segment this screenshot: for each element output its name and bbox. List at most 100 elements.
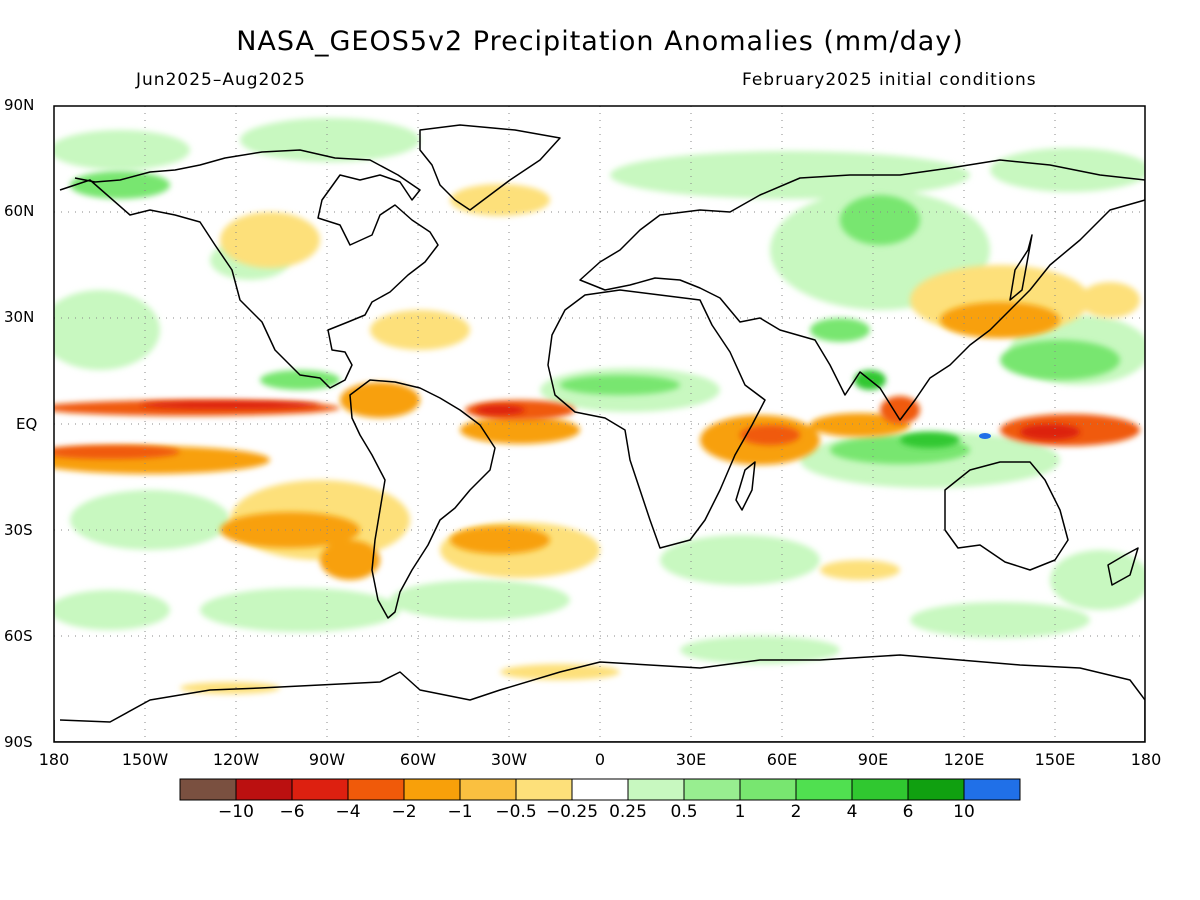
- dry-patch: [460, 416, 580, 444]
- colorbar-label: −4: [335, 802, 361, 822]
- wet-patch: [840, 195, 920, 245]
- dry-patch: [450, 184, 550, 216]
- dry-patch: [320, 540, 380, 580]
- wet-mid-patches: [70, 171, 1120, 464]
- wet-patch: [54, 590, 170, 630]
- forecast-period: Jun2025–Aug2025: [136, 70, 306, 90]
- colorbar-label: 6: [902, 802, 914, 822]
- lon-label-120w: 120W: [212, 750, 260, 769]
- lon-label-90e: 90E: [857, 750, 889, 769]
- south-america-coast: [349, 379, 496, 619]
- dry-patch: [220, 212, 320, 268]
- colorbar: [179, 778, 1021, 801]
- colorbar-swatch: [459, 778, 517, 801]
- lat-label-90n: 90N: [4, 96, 35, 114]
- colorbar-label: −0.5: [495, 802, 537, 822]
- lat-label-30n: 30N: [4, 308, 35, 326]
- lat-label-90s: 90S: [4, 733, 33, 751]
- dry-patch: [475, 405, 525, 415]
- wet-patch: [610, 151, 970, 199]
- lon-label-60w: 60W: [399, 750, 437, 769]
- wet-patch: [1050, 550, 1145, 610]
- colorbar-label: −6: [279, 802, 305, 822]
- dry-extreme-patches: [140, 401, 1080, 440]
- colorbar-swatch: [795, 778, 853, 801]
- wet-extreme-spot: [979, 433, 991, 439]
- new-zealand-coast: [1107, 547, 1139, 586]
- lon-label-0: 0: [594, 750, 606, 769]
- dry-patch: [1080, 282, 1140, 318]
- colorbar-label: 4: [846, 802, 858, 822]
- australia-coast: [944, 461, 1069, 571]
- colorbar-label: 1: [734, 802, 746, 822]
- antarctica-coast: [54, 654, 1145, 742]
- colorbar-swatch: [851, 778, 909, 801]
- greenland-coast: [419, 124, 561, 211]
- africa-coast: [547, 289, 766, 549]
- colorbar-swatch: [291, 778, 349, 801]
- lat-label-30s: 30S: [4, 521, 33, 539]
- wet-patch: [660, 535, 820, 585]
- dry-patch: [220, 512, 360, 548]
- dry-patch: [140, 401, 320, 409]
- wet-patch: [260, 370, 340, 390]
- colorbar-swatch: [347, 778, 405, 801]
- initial-conditions-label: February2025 initial conditions: [742, 70, 1037, 90]
- wet-patch: [200, 588, 400, 632]
- wet-patch: [70, 171, 170, 199]
- north-america-coast: [59, 149, 439, 389]
- colorbar-label: −10: [218, 802, 254, 822]
- japan-coast: [1009, 234, 1033, 301]
- wet-patch: [240, 118, 420, 162]
- map-title: NASA_GEOS5v2 Precipitation Anomalies (mm…: [236, 26, 964, 57]
- colorbar-swatch: [627, 778, 685, 801]
- colorbar-label: −1: [447, 802, 473, 822]
- lon-label-150w: 150W: [121, 750, 169, 769]
- madagascar-coast: [735, 461, 756, 511]
- lon-label-30w: 30W: [490, 750, 528, 769]
- colorbar-swatch: [515, 778, 573, 801]
- wet-patch: [680, 636, 840, 664]
- dry-patch: [820, 560, 900, 580]
- wet-patch: [390, 580, 570, 620]
- wet-patch: [1000, 340, 1120, 380]
- lat-label-60s: 60S: [4, 627, 33, 645]
- colorbar-swatch: [907, 778, 965, 801]
- wet-patch: [910, 602, 1090, 638]
- plot-background: [54, 106, 1145, 742]
- wet-patch: [900, 432, 960, 448]
- wet-patch: [560, 375, 680, 395]
- colorbar-label: 10: [953, 802, 975, 822]
- colorbar-swatch: [739, 778, 797, 801]
- colorbar-swatch: [403, 778, 461, 801]
- wet-patch: [54, 290, 160, 370]
- dry-patch: [740, 425, 800, 445]
- lon-label-120e: 120E: [943, 750, 985, 769]
- wet-patch: [990, 148, 1145, 192]
- wet-patch: [810, 318, 870, 342]
- colorbar-swatch: [235, 778, 293, 801]
- wet-patch: [70, 490, 230, 550]
- lon-label-60e: 60E: [766, 750, 798, 769]
- colorbar-label: −0.25: [545, 802, 599, 822]
- colorbar-label: 0.25: [609, 802, 647, 822]
- colorbar-label: −2: [391, 802, 417, 822]
- dry-patch: [340, 382, 420, 418]
- eurasia-coast: [579, 159, 1145, 421]
- colorbar-label: 2: [790, 802, 802, 822]
- lat-label-eq: EQ: [16, 415, 38, 433]
- dry-patch: [370, 310, 470, 350]
- lat-label-60n: 60N: [4, 202, 35, 220]
- wet-patch: [54, 130, 190, 170]
- lon-label-150e: 150E: [1034, 750, 1076, 769]
- dry-patch: [54, 445, 180, 459]
- lon-label-180w: 180: [38, 750, 70, 769]
- dry-patch: [1020, 424, 1080, 440]
- dry-patch: [450, 526, 550, 554]
- colorbar-label: 0.5: [670, 802, 698, 822]
- lon-label-30e: 30E: [675, 750, 707, 769]
- lon-label-90w: 90W: [308, 750, 346, 769]
- plot-frame: [53, 105, 1146, 743]
- colorbar-swatch: [963, 778, 1021, 801]
